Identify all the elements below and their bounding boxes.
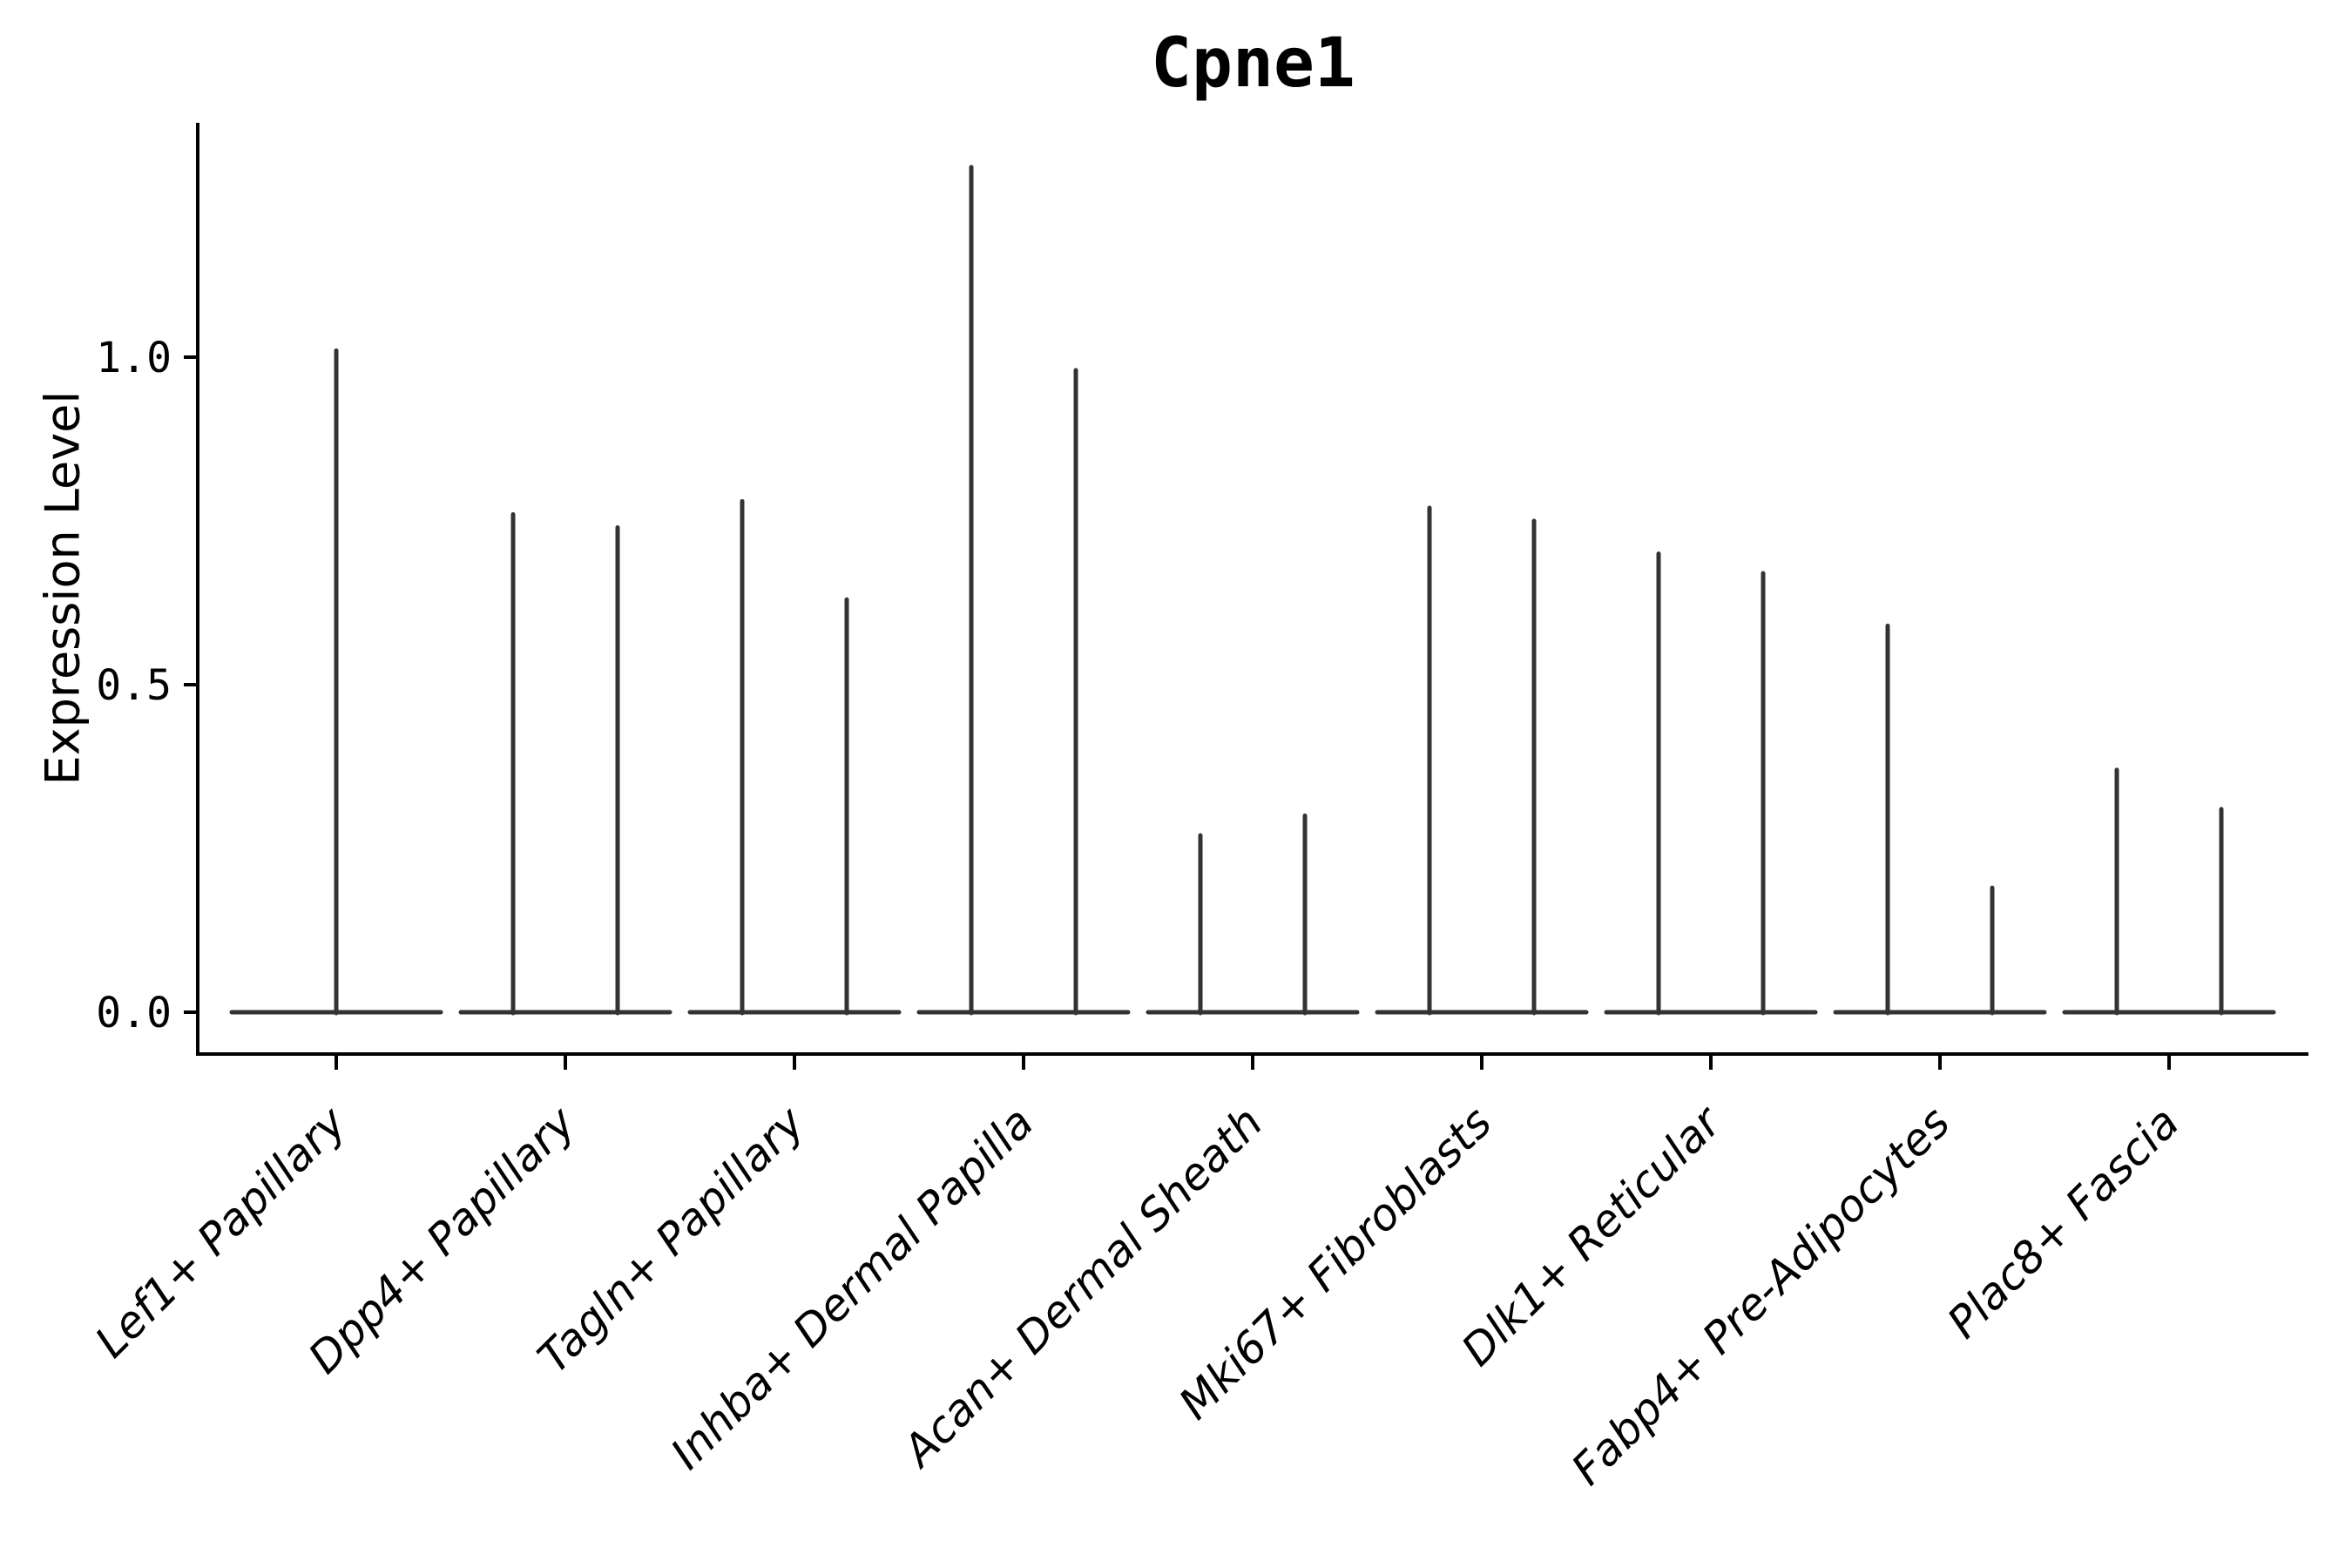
x-category-label: Fabp4+ Pre-Adipocytes: [1562, 1097, 1960, 1495]
x-category-label: Plac8+ Fascia: [1938, 1097, 2189, 1348]
plot-title: Cpne1: [1151, 24, 1355, 103]
y-tick-label: 0.0: [96, 989, 172, 1037]
x-category-label: Acan+ Dermal Sheath: [892, 1097, 1273, 1477]
y-tick-label: 1.0: [96, 334, 172, 382]
y-tick-label: 0.5: [96, 661, 172, 710]
x-category-label: Inhba+ Dermal Papilla: [661, 1097, 1043, 1478]
x-category-label: Lef1+ Papillary: [85, 1096, 356, 1367]
